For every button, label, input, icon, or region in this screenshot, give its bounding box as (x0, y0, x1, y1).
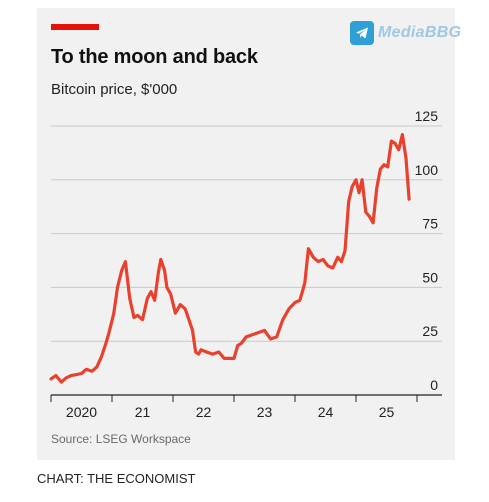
series-layer (49, 132, 411, 384)
x-tick-label: 24 (318, 404, 334, 420)
y-tick-label: 100 (415, 162, 439, 178)
x-tick-label: 22 (196, 404, 212, 420)
watermark-text: MediaBBG (378, 24, 462, 41)
y-tick-label: 0 (430, 377, 438, 393)
x-axis: 2020 21 22 23 24 25 (50, 394, 442, 420)
line-chart: 0 25 50 75 100 125 2020 21 22 23 24 25 (49, 108, 442, 420)
y-tick-label: 125 (415, 108, 439, 124)
watermark: MediaBBG (350, 21, 461, 45)
y-tick-label: 25 (422, 323, 438, 339)
telegram-icon (350, 21, 374, 45)
chart-card: To the moon and back Bitcoin price, $'00… (37, 8, 461, 460)
chart-subtitle: Bitcoin price, $'000 (51, 81, 178, 98)
chart-source: Source: LSEG Workspace (51, 432, 191, 446)
x-tick-label: 2020 (66, 404, 97, 420)
chart-title: To the moon and back (51, 46, 258, 68)
x-tick-label: 21 (135, 404, 151, 420)
series-line (49, 132, 411, 384)
x-tick-label: 25 (379, 404, 395, 420)
y-tick-label: 50 (422, 269, 438, 285)
y-tick-label: 75 (422, 216, 438, 232)
chart-credit: CHART: THE ECONOMIST (37, 471, 196, 486)
brand-accent-bar (51, 24, 99, 30)
gridlines (51, 125, 442, 342)
y-axis-ticks: 0 25 50 75 100 125 (415, 108, 439, 393)
x-tick-label: 23 (257, 404, 273, 420)
